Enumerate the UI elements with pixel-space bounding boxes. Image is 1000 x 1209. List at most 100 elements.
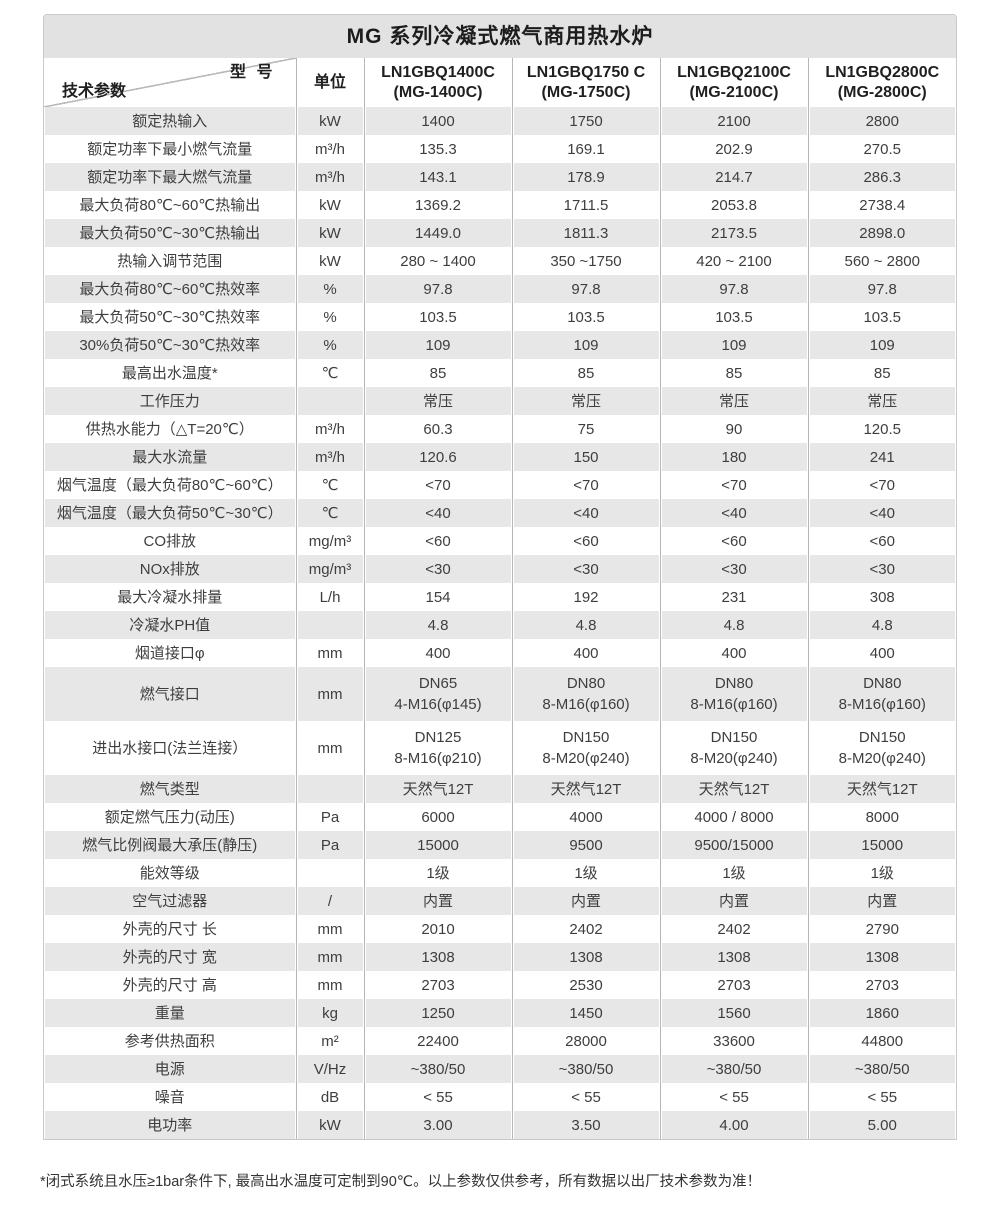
param-cell: 最大负荷80℃~60℃热输出 <box>44 191 296 219</box>
unit-cell: ℃ <box>295 471 364 499</box>
unit-cell: kW <box>295 1111 364 1139</box>
value-cell: 8000 <box>807 803 956 831</box>
value-cell: 280 ~ 1400 <box>363 247 512 275</box>
value-cell: 85 <box>363 359 512 387</box>
value-cell: 5.00 <box>807 1111 956 1139</box>
value-cell: 1450 <box>511 999 660 1027</box>
value-cell: 9500 <box>511 831 660 859</box>
value-cell: 4.8 <box>659 611 808 639</box>
value-cell: 103.5 <box>363 303 512 331</box>
value-cell: 231 <box>659 583 808 611</box>
value-cell: 1400 <box>363 107 512 135</box>
table-row: 燃气接口 mm DN65 4-M16(φ145) DN80 8-M16(φ160) DN80… <box>44 667 956 721</box>
value-cell: 内置 <box>807 887 956 915</box>
value-cell: 2790 <box>807 915 956 943</box>
unit-cell <box>295 775 364 803</box>
value-cell: 1级 <box>807 859 956 887</box>
value-cell: 400 <box>511 639 660 667</box>
value-cell: <40 <box>807 499 956 527</box>
value-cell: 214.7 <box>659 163 808 191</box>
value-cell: 2053.8 <box>659 191 808 219</box>
unit-cell <box>295 859 364 887</box>
value-cell: 420 ~ 2100 <box>659 247 808 275</box>
model-code: LN1GBQ1750 C <box>526 63 646 81</box>
table-row: 额定功率下最小燃气流量 m³/h 135.3 169.1 202.9 270.5 <box>44 135 956 163</box>
value-cell: 天然气12T <box>363 775 512 803</box>
unit-cell: L/h <box>295 583 364 611</box>
table-row: 烟气温度（最大负荷80℃~60℃） ℃ <70 <70 <70 <70 <box>44 471 956 499</box>
model-header-cell: LN1GBQ2800C (MG-2800C) <box>807 58 956 107</box>
table-row: 噪音 dB < 55 < 55 < 55 < 55 <box>44 1083 956 1111</box>
param-cell: 冷凝水PH值 <box>44 611 296 639</box>
value-cell: <60 <box>807 527 956 555</box>
unit-cell: mm <box>295 667 364 721</box>
value-cell: 109 <box>659 331 808 359</box>
value-cell: 150 <box>511 443 660 471</box>
value-cell: 1308 <box>363 943 512 971</box>
value-cell: <30 <box>363 555 512 583</box>
unit-cell: m³/h <box>295 163 364 191</box>
table-row: 最大负荷80℃~60℃热输出 kW 1369.2 1711.5 2053.8 2738.4 <box>44 191 956 219</box>
value-cell: 169.1 <box>511 135 660 163</box>
value-cell: 103.5 <box>807 303 956 331</box>
value-cell: 内置 <box>659 887 808 915</box>
unit-cell: ℃ <box>295 499 364 527</box>
model-header-cell: LN1GBQ1400C (MG-1400C) <box>363 58 512 107</box>
value-cell: 143.1 <box>363 163 512 191</box>
value-cell: 178.9 <box>511 163 660 191</box>
value-cell: DN80 8-M16(φ160) <box>807 667 956 721</box>
param-cell: 外壳的尺寸 高 <box>44 971 296 999</box>
table-row: 额定热输入 kW 1400 1750 2100 2800 <box>44 107 956 135</box>
value-cell: 2703 <box>807 971 956 999</box>
value-cell: 2402 <box>511 915 660 943</box>
unit-cell: kW <box>295 247 364 275</box>
param-cell: 最大水流量 <box>44 443 296 471</box>
value-cell: 109 <box>511 331 660 359</box>
param-cell: 最大负荷50℃~30℃热效率 <box>44 303 296 331</box>
value-cell: 2738.4 <box>807 191 956 219</box>
table-row: CO排放 mg/m³ <60 <60 <60 <60 <box>44 527 956 555</box>
value-cell: 2898.0 <box>807 219 956 247</box>
value-cell: 44800 <box>807 1027 956 1055</box>
value-cell: < 55 <box>511 1083 660 1111</box>
param-cell: 额定燃气压力(动压) <box>44 803 296 831</box>
value-cell: 常压 <box>511 387 660 415</box>
value-cell: DN150 8-M20(φ240) <box>511 721 660 775</box>
value-cell: 85 <box>659 359 808 387</box>
value-cell: 3.50 <box>511 1111 660 1139</box>
value-cell: 2173.5 <box>659 219 808 247</box>
param-cell: 30%负荷50℃~30℃热效率 <box>44 331 296 359</box>
corner-param-label: 技术参数 <box>62 83 127 100</box>
value-cell: 9500/15000 <box>659 831 808 859</box>
value-cell: 2703 <box>659 971 808 999</box>
unit-cell: kW <box>295 219 364 247</box>
table-row: 工作压力 常压 常压 常压 常压 <box>44 387 956 415</box>
value-cell: 154 <box>363 583 512 611</box>
value-cell: 1750 <box>511 107 660 135</box>
value-cell: <60 <box>363 527 512 555</box>
value-cell: 3.00 <box>363 1111 512 1139</box>
value-cell: <40 <box>659 499 808 527</box>
value-cell: 97.8 <box>511 275 660 303</box>
value-cell: <60 <box>659 527 808 555</box>
value-cell: 286.3 <box>807 163 956 191</box>
unit-cell: mg/m³ <box>295 555 364 583</box>
value-cell: 33600 <box>659 1027 808 1055</box>
value-cell: 4.8 <box>807 611 956 639</box>
unit-cell: kg <box>295 999 364 1027</box>
value-cell: <40 <box>363 499 512 527</box>
param-cell: 最大负荷80℃~60℃热效率 <box>44 275 296 303</box>
table-header: 型 号 技术参数 单位 LN1GBQ1400C (MG-1400C) LN1GB… <box>44 58 956 107</box>
unit-cell: dB <box>295 1083 364 1111</box>
value-cell: 85 <box>807 359 956 387</box>
unit-cell: / <box>295 887 364 915</box>
value-cell: 常压 <box>807 387 956 415</box>
table-row: 电源 V/Hz ~380/50 ~380/50 ~380/50 ~380/50 <box>44 1055 956 1083</box>
param-cell: 外壳的尺寸 长 <box>44 915 296 943</box>
unit-cell: mm <box>295 971 364 999</box>
value-cell: <30 <box>511 555 660 583</box>
value-cell: 2100 <box>659 107 808 135</box>
value-cell: 103.5 <box>511 303 660 331</box>
model-header-cell: LN1GBQ2100C (MG-2100C) <box>659 58 808 107</box>
